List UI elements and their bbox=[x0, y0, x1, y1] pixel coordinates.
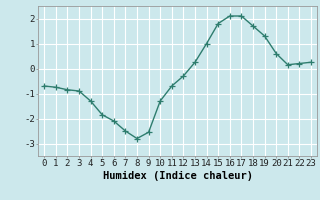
X-axis label: Humidex (Indice chaleur): Humidex (Indice chaleur) bbox=[103, 171, 252, 181]
